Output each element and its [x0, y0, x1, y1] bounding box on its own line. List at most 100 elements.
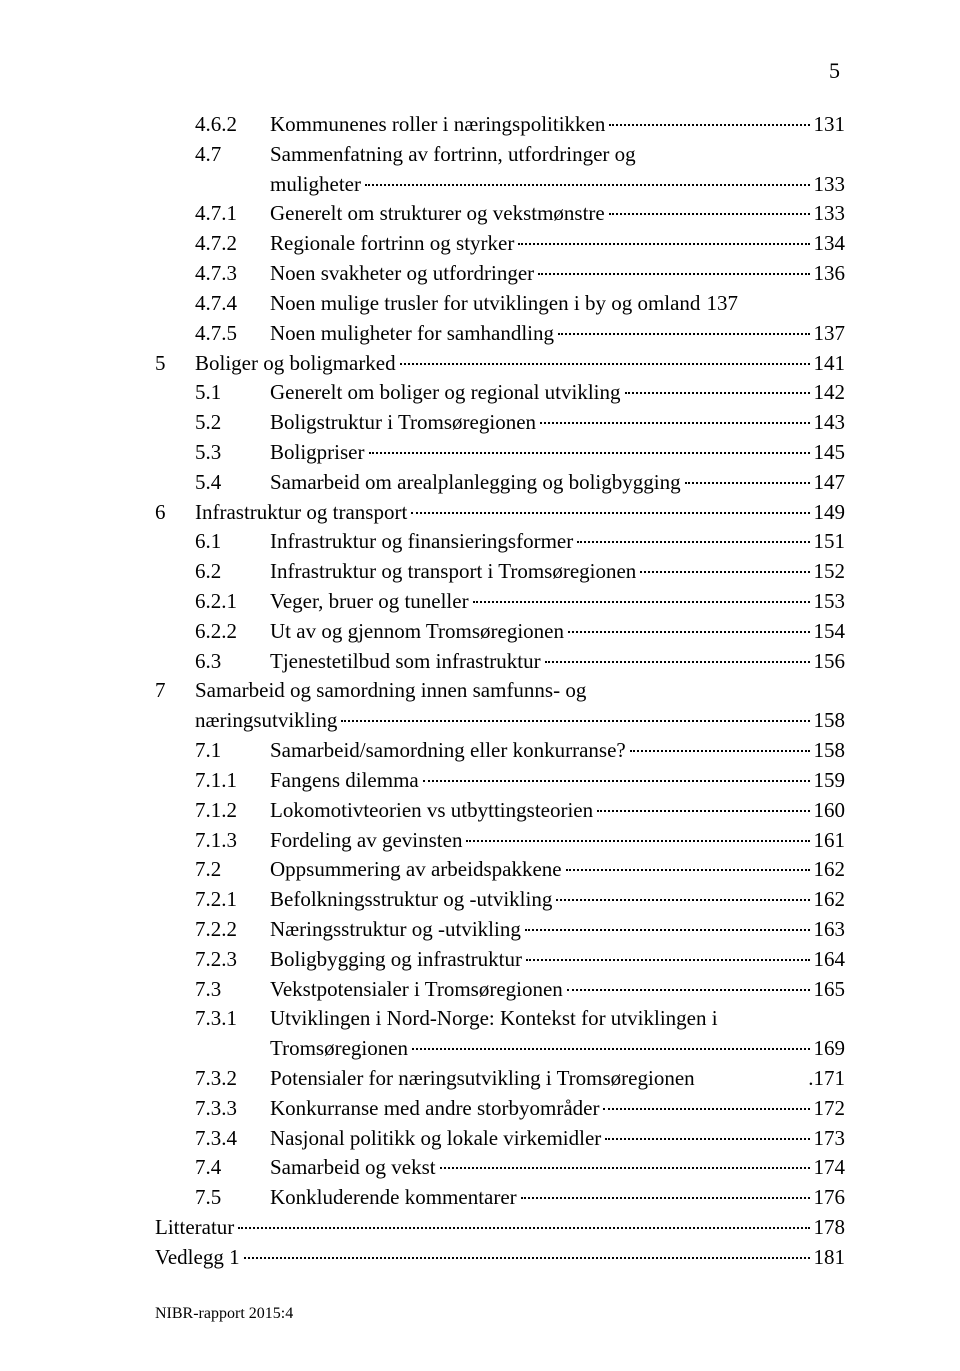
toc-page-number: 154: [814, 617, 846, 647]
toc-entry-label: Boliger og boligmarked: [195, 349, 396, 379]
toc-section-number: 7.3.4: [195, 1124, 270, 1154]
toc-section-number: 5.1: [195, 378, 270, 408]
toc-leader: [238, 1227, 809, 1229]
toc-entry: 7.4Samarbeid og vekst174: [155, 1153, 845, 1183]
toc-leader: [540, 422, 809, 424]
toc-leader: [369, 452, 810, 454]
toc-entry: 7.1Samarbeid/samordning eller konkurrans…: [155, 736, 845, 766]
toc-section-number: 4.7.4: [195, 289, 270, 319]
toc-section-number: 7.1: [195, 736, 270, 766]
page-number: 5: [829, 58, 840, 84]
toc-entry: 4.7.4Noen mulige trusler for utviklingen…: [155, 289, 845, 319]
toc-page-number: 145: [814, 438, 846, 468]
toc-page-number: 153: [814, 587, 846, 617]
toc-entry-label: Samarbeid og samordning innen samfunns- …: [195, 676, 586, 706]
toc-entry: 7.3.1Utviklingen i Nord-Norge: Kontekst …: [155, 1004, 845, 1034]
toc-entry: 7.1.3Fordeling av gevinsten161: [155, 826, 845, 856]
toc-section-number: 7.3.3: [195, 1094, 270, 1124]
toc-entry-label: Kommunenes roller i næringspolitikken: [270, 110, 605, 140]
toc-entry: 7.2.1Befolkningsstruktur og -utvikling16…: [155, 885, 845, 915]
toc-page-number: 162: [814, 885, 846, 915]
toc-entry-label: Tjenestetilbud som infrastruktur: [270, 647, 541, 677]
toc-leader: [526, 959, 810, 961]
toc-leader: [685, 482, 810, 484]
toc-page-number: 141: [814, 349, 846, 379]
toc-page-number: 142: [814, 378, 846, 408]
toc-chapter-number: 6: [155, 498, 195, 528]
toc-entry-label: Boligstruktur i Tromsøregionen: [270, 408, 536, 438]
toc-leader: [423, 780, 810, 782]
toc-section-number: 4.7.2: [195, 229, 270, 259]
toc-entry-label: Tromsøregionen: [270, 1034, 408, 1064]
toc-entry-label: Generelt om strukturer og vekstmønstre: [270, 199, 605, 229]
toc-entry-label: Noen muligheter for samhandling: [270, 319, 554, 349]
toc-section-number: 6.2.1: [195, 587, 270, 617]
toc-page-number: 143: [814, 408, 846, 438]
toc-entry-label: Noen svakheter og utfordringer: [270, 259, 534, 289]
toc-leader: [558, 333, 809, 335]
toc-leader: [521, 1197, 810, 1199]
toc-section-number: 4.7.5: [195, 319, 270, 349]
toc-entry: 7.5Konkluderende kommentarer176: [155, 1183, 845, 1213]
toc-leader: [609, 124, 809, 126]
toc-page-number: 162: [814, 855, 846, 885]
toc-entry-label: Boligpriser: [270, 438, 365, 468]
toc-chapter-number: 7: [155, 676, 195, 706]
toc-section-number: 7.5: [195, 1183, 270, 1213]
toc-leader: [603, 1108, 809, 1110]
toc-leader: [466, 840, 809, 842]
toc-entry-label: Regionale fortrinn og styrker: [270, 229, 514, 259]
toc-section-number: 7.3.1: [195, 1004, 270, 1034]
report-footer: NIBR-rapport 2015:4: [155, 1305, 293, 1323]
toc-entry-label: Sammenfatning av fortrinn, utfordringer …: [270, 140, 636, 170]
toc-entry-label: Samarbeid om arealplanlegging og boligby…: [270, 468, 681, 498]
toc-entry: 6.2Infrastruktur og transport i Tromsøre…: [155, 557, 845, 587]
toc-leader: [365, 184, 810, 186]
toc-leader: [538, 273, 809, 275]
toc-entry-label: Konkluderende kommentarer: [270, 1183, 517, 1213]
toc-chapter-number: 5: [155, 349, 195, 379]
toc-page-number: 165: [814, 975, 846, 1005]
toc-entry: Vedlegg 1181: [155, 1243, 845, 1273]
toc-entry-label: Boligbygging og infrastruktur: [270, 945, 522, 975]
toc-section-number: 7.4: [195, 1153, 270, 1183]
toc-entry-label: Oppsummering av arbeidspakkene: [270, 855, 562, 885]
toc-entry: 6.1Infrastruktur og finansieringsformer1…: [155, 527, 845, 557]
toc-section-number: 5.3: [195, 438, 270, 468]
toc-section-number: 5.4: [195, 468, 270, 498]
toc-entry-label: Ut av og gjennom Tromsøregionen: [270, 617, 564, 647]
toc-page-number: 147: [814, 468, 846, 498]
toc-entry: Tromsøregionen169: [155, 1034, 845, 1064]
toc-entry: 5.3Boligpriser 145: [155, 438, 845, 468]
toc-page-number: 173: [814, 1124, 846, 1154]
toc-entry: 7.1.2Lokomotivteorien vs utbyttingsteori…: [155, 796, 845, 826]
toc-section-number: 4.7: [195, 140, 270, 170]
toc-page-number: 158: [814, 706, 846, 736]
toc-page-number: 178: [814, 1213, 846, 1243]
toc-page-number: 131: [814, 110, 846, 140]
toc-page-number: 149: [814, 498, 846, 528]
toc-page-number: 137: [706, 289, 738, 319]
toc-section-number: 7.3: [195, 975, 270, 1005]
toc-leader: [640, 571, 809, 573]
toc-entry-label: Utviklingen i Nord-Norge: Kontekst for u…: [270, 1004, 718, 1034]
toc-entry-label: Infrastruktur og transport i Tromsøregio…: [270, 557, 636, 587]
toc-leader: [400, 363, 810, 365]
toc-entry: 7.3.4Nasjonal politikk og lokale virkemi…: [155, 1124, 845, 1154]
toc-entry-label: Generelt om boliger og regional utviklin…: [270, 378, 621, 408]
toc-entry: næringsutvikling158: [155, 706, 845, 736]
toc-entry-label: Potensialer for næringsutvikling i Troms…: [270, 1064, 695, 1094]
toc-entry: 7.2.3Boligbygging og infrastruktur164: [155, 945, 845, 975]
toc-entry: 5.2Boligstruktur i Tromsøregionen143: [155, 408, 845, 438]
toc-page-number: 158: [814, 736, 846, 766]
toc-section-number: 4.6.2: [195, 110, 270, 140]
toc-section-number: 7.2.2: [195, 915, 270, 945]
toc-entry-label: Infrastruktur og finansieringsformer: [270, 527, 573, 557]
toc-leader: [567, 989, 810, 991]
toc-entry: 6.3Tjenestetilbud som infrastruktur156: [155, 647, 845, 677]
toc-entry: 7.3.3Konkurranse med andre storbyområder…: [155, 1094, 845, 1124]
toc-page-number: 156: [814, 647, 846, 677]
toc-entry: 7Samarbeid og samordning innen samfunns-…: [155, 676, 845, 706]
toc-entry-label: Vedlegg 1: [155, 1243, 240, 1273]
toc-entry-label: Konkurranse med andre storbyområder: [270, 1094, 599, 1124]
